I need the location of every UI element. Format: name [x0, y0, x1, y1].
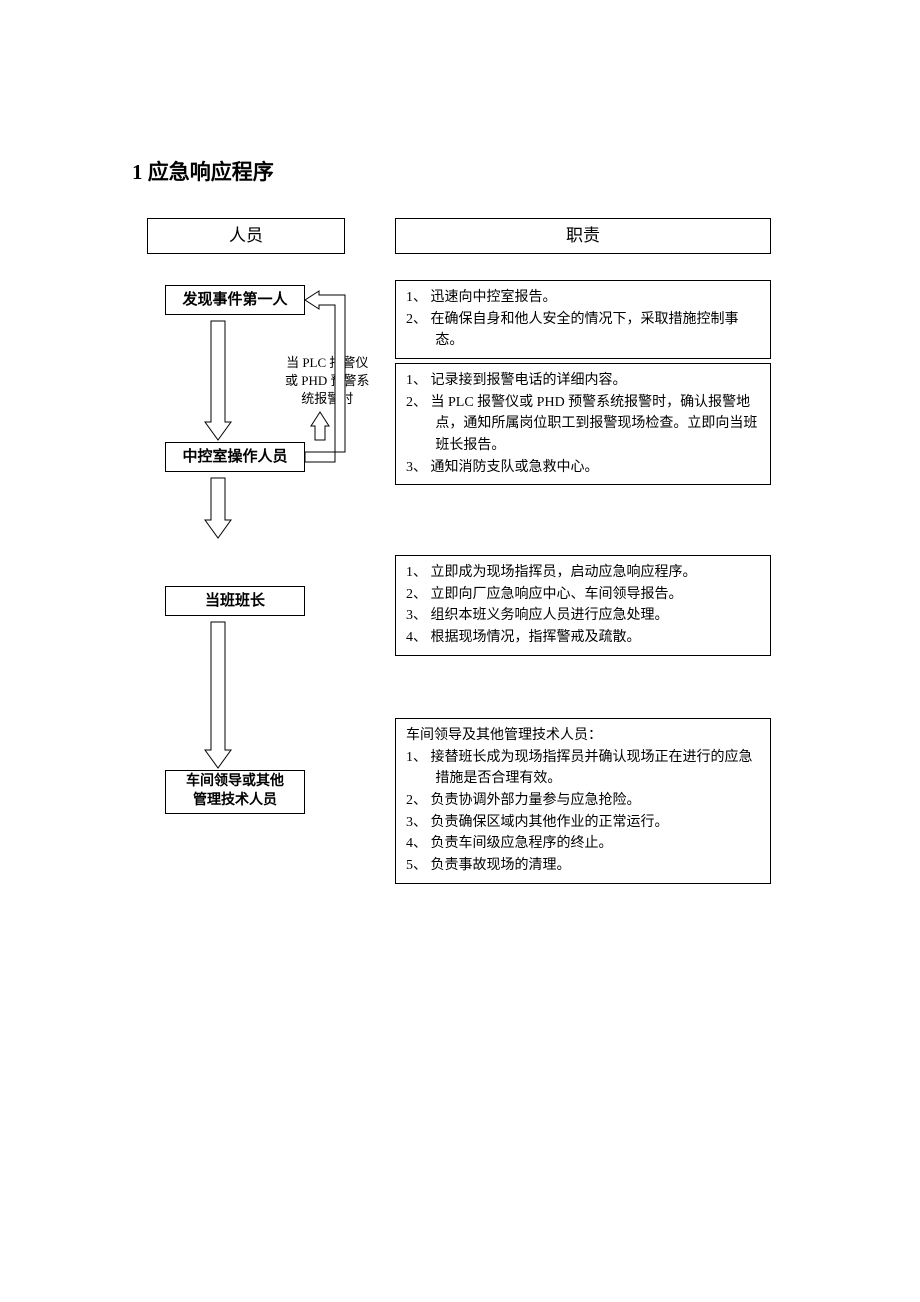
duty-2-item-3: 3、 通知消防支队或急救中心。: [406, 457, 760, 479]
duty-box-1: 1、 迅速向中控室报告。 2、 在确保自身和他人安全的情况下，采取措施控制事态。: [395, 280, 771, 359]
node-shift-leader-label: 当班班长: [205, 591, 265, 611]
node-control-room: 中控室操作人员: [165, 442, 305, 472]
page-title: 1 应急响应程序: [132, 156, 274, 186]
plc-note-line2: 或 PHD 预警系: [285, 372, 370, 390]
plc-note: 当 PLC 报警仪 或 PHD 预警系 统报警时: [285, 354, 370, 409]
duty-1-item-1: 1、 迅速向中控室报告。: [406, 287, 760, 309]
duty-4-item-3: 3、 负责确保区域内其他作业的正常运行。: [406, 812, 760, 834]
header-person-label: 人员: [229, 225, 263, 248]
node-first-person-label: 发现事件第一人: [182, 290, 287, 310]
plc-note-line3: 统报警时: [285, 390, 370, 408]
duty-box-2: 1、 记录接到报警电话的详细内容。 2、 当 PLC 报警仪或 PHD 预警系统…: [395, 363, 771, 485]
node-shift-leader: 当班班长: [165, 586, 305, 616]
duty-3-item-3: 3、 组织本班义务响应人员进行应急处理。: [406, 605, 760, 627]
duty-4-item-2: 2、 负责协调外部力量参与应急抢险。: [406, 790, 760, 812]
plc-note-line1: 当 PLC 报警仪: [285, 354, 370, 372]
duty-4-item-1: 1、 接替班长成为现场指挥员并确认现场正在进行的应急措施是否合理有效。: [406, 747, 760, 790]
duty-4-lead: 车间领导及其他管理技术人员：: [406, 725, 760, 747]
duty-4-item-4: 4、 负责车间级应急程序的终止。: [406, 833, 760, 855]
duty-2-item-1: 1、 记录接到报警电话的详细内容。: [406, 370, 760, 392]
header-duty: 职责: [395, 218, 771, 254]
duty-3-item-1: 1、 立即成为现场指挥员，启动应急响应程序。: [406, 562, 760, 584]
duty-3-item-4: 4、 根据现场情况，指挥警戒及疏散。: [406, 627, 760, 649]
duty-box-4: 车间领导及其他管理技术人员： 1、 接替班长成为现场指挥员并确认现场正在进行的应…: [395, 718, 771, 884]
node-workshop-leader: 车间领导或其他 管理技术人员: [165, 770, 305, 814]
page: 1 应急响应程序 人员 职责 发现事件第一人 中控室操作人员 当班班长 车间领导…: [0, 0, 920, 1302]
node-control-room-label: 中控室操作人员: [182, 447, 287, 467]
duty-1-item-2: 2、 在确保自身和他人安全的情况下，采取措施控制事态。: [406, 309, 760, 352]
duty-box-3: 1、 立即成为现场指挥员，启动应急响应程序。 2、 立即向厂应急响应中心、车间领…: [395, 555, 771, 656]
duty-3-item-2: 2、 立即向厂应急响应中心、车间领导报告。: [406, 584, 760, 606]
duty-4-item-5: 5、 负责事故现场的清理。: [406, 855, 760, 877]
header-person: 人员: [147, 218, 345, 254]
node-first-person: 发现事件第一人: [165, 285, 305, 315]
header-duty-label: 职责: [566, 225, 600, 248]
node-workshop-leader-label: 车间领导或其他 管理技术人员: [186, 773, 284, 811]
duty-2-item-2: 2、 当 PLC 报警仪或 PHD 预警系统报警时，确认报警地点，通知所属岗位职…: [406, 392, 760, 457]
